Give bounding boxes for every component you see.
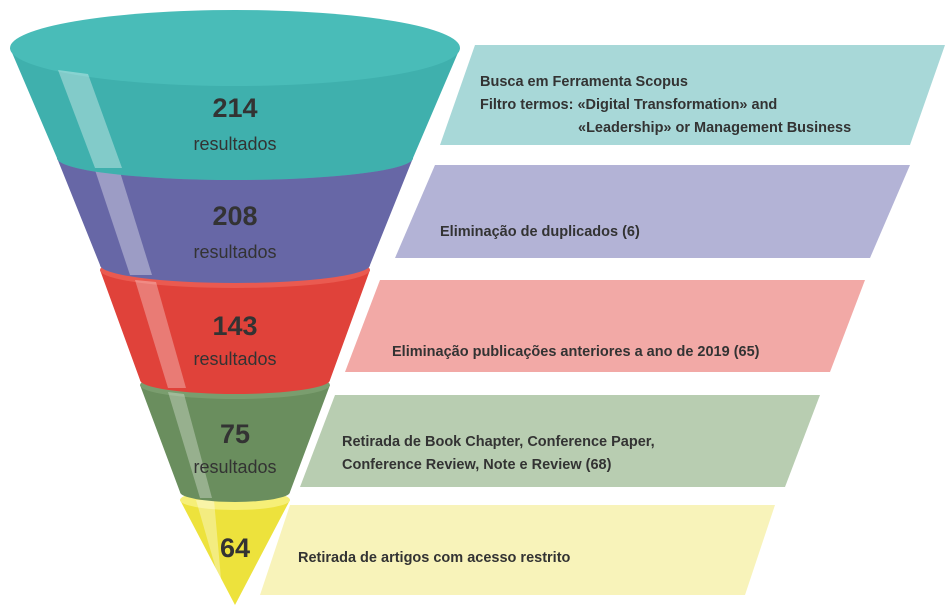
stage-description: Busca em Ferramenta Scopus — [480, 74, 688, 90]
stage-unit: resultados — [193, 242, 276, 262]
stage-unit: resultados — [193, 134, 276, 154]
stage-box — [345, 280, 865, 372]
stage-box — [300, 395, 820, 487]
stage-description: Eliminação de duplicados (6) — [440, 224, 640, 240]
stage-description: Eliminação publicações anteriores a ano … — [392, 344, 760, 360]
stage-count: 208 — [212, 201, 257, 231]
stage-count: 75 — [220, 419, 250, 449]
funnel-segment — [10, 10, 460, 180]
stage-description: Retirada de artigos com acesso restrito — [298, 550, 571, 566]
stage-unit: resultados — [193, 349, 276, 369]
stage-box — [260, 505, 775, 595]
stage-count: 214 — [212, 93, 257, 123]
stage-description: Retirada de Book Chapter, Conference Pap… — [342, 434, 655, 450]
stage-count: 143 — [212, 311, 257, 341]
stage-box — [440, 45, 945, 145]
stage-description: Filtro termos: «Digital Transformation» … — [480, 97, 777, 113]
stage-count: 64 — [220, 533, 250, 563]
stage-description: Conference Review, Note e Review (68) — [342, 457, 612, 473]
stage-unit: resultados — [193, 457, 276, 477]
stage-description: «Leadership» or Management Business — [578, 120, 851, 136]
stage-box — [395, 165, 910, 258]
